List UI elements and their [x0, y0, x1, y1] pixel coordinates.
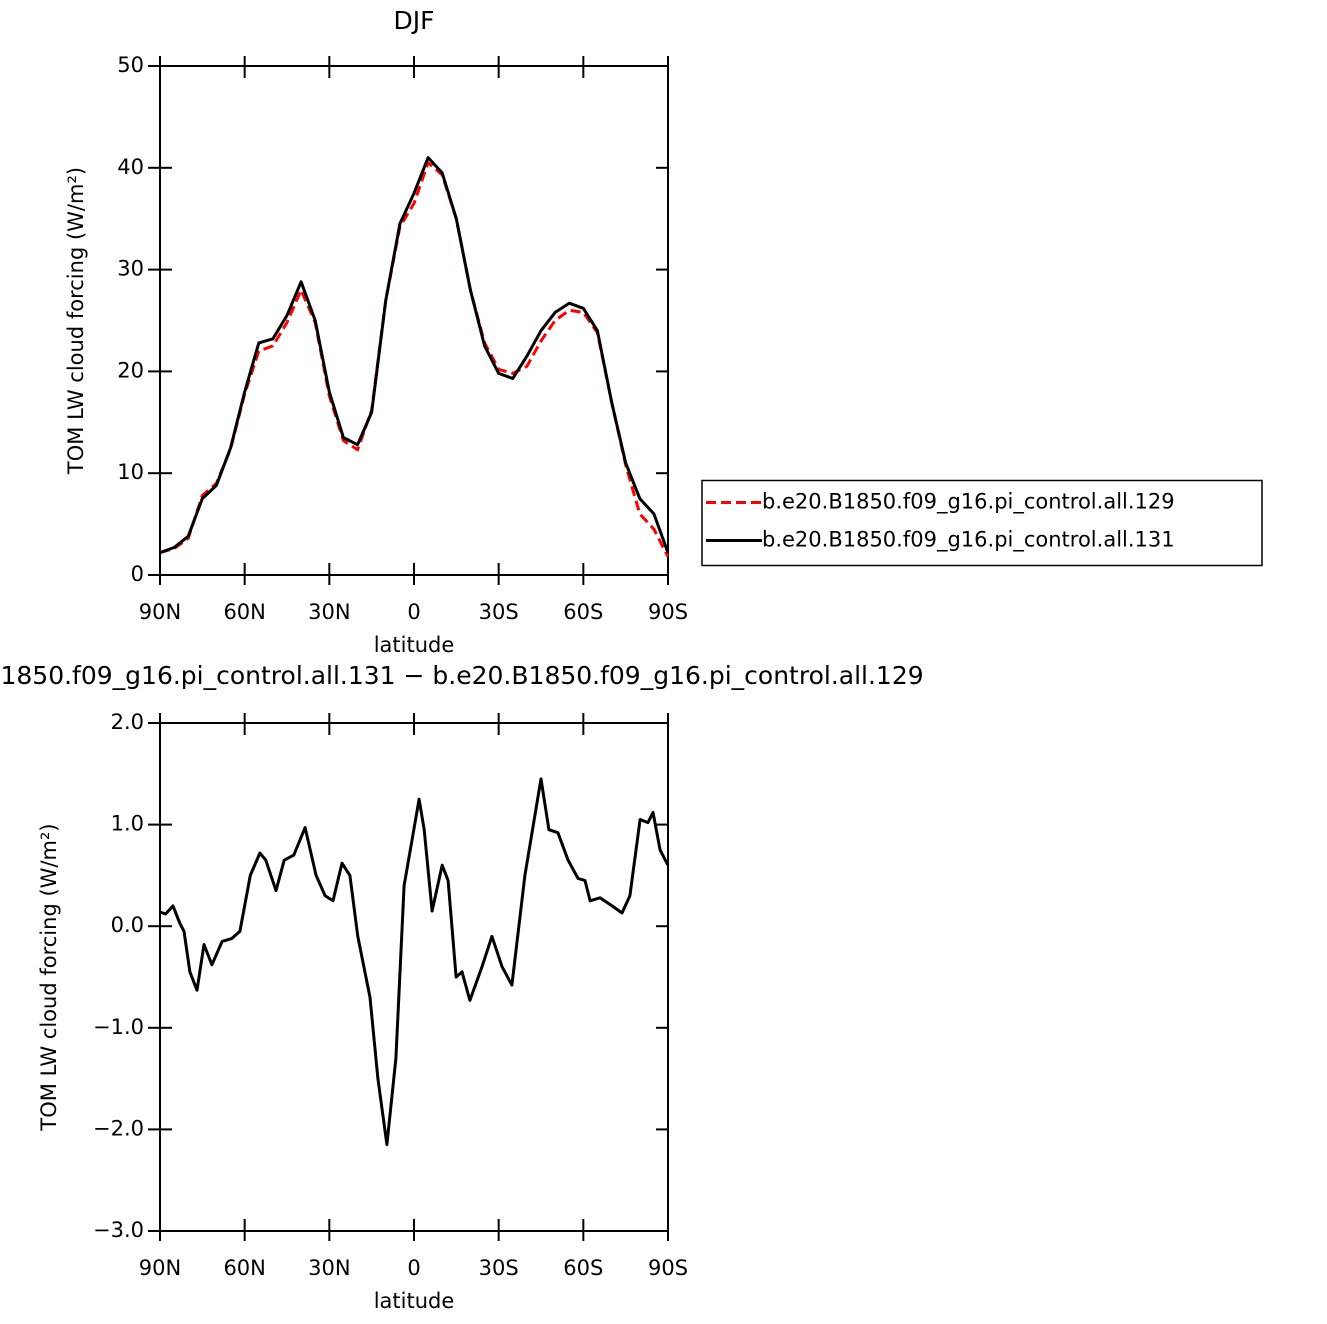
x-tick-label: 90N: [139, 600, 181, 624]
x-tick-label: 30N: [308, 600, 350, 624]
y-tick-label: −1.0: [93, 1015, 144, 1039]
x-tick-label: 60N: [223, 1256, 265, 1280]
y-tick-label: 10: [117, 460, 144, 484]
x-tick-label: 0: [407, 1256, 420, 1280]
x-tick-label: 30N: [308, 1256, 350, 1280]
legend-label: b.e20.B1850.f09_g16.pi_control.all.131: [762, 528, 1175, 553]
x-tick-label: 90N: [139, 1256, 181, 1280]
y-tick-label: 40: [117, 155, 144, 179]
y-tick-label: 0.0: [111, 913, 144, 937]
x-tick-label: 90S: [648, 1256, 688, 1280]
y-tick-label: 30: [117, 257, 144, 281]
y-axis-label: TOM LW cloud forcing (W/m²): [64, 167, 88, 475]
chart-title: b.e20.B1850.f09_g16.pi_control.all.131 −…: [0, 661, 924, 690]
y-tick-label: −3.0: [93, 1218, 144, 1242]
y-tick-label: 20: [117, 358, 144, 382]
x-tick-label: 30S: [479, 1256, 519, 1280]
plot-frame: [159, 722, 669, 1232]
y-tick-label: 50: [117, 53, 144, 77]
y-tick-label: 2.0: [111, 710, 144, 734]
plot-frame: [159, 65, 669, 576]
x-tick-label: 30S: [479, 600, 519, 624]
legend-box: [701, 479, 1263, 567]
data-line: [159, 156, 670, 555]
x-axis-label: latitude: [374, 633, 455, 657]
y-tick-label: 1.0: [111, 812, 144, 836]
x-tick-label: 60N: [223, 600, 265, 624]
x-tick-label: 90S: [648, 600, 688, 624]
y-tick-label: −2.0: [93, 1116, 144, 1140]
data-line: [159, 777, 670, 1147]
x-tick-label: 60S: [563, 1256, 603, 1280]
y-axis-label: TOM LW cloud forcing (W/m²): [37, 823, 61, 1131]
x-tick-label: 60S: [563, 600, 603, 624]
legend-label: b.e20.B1850.f09_g16.pi_control.all.129: [762, 490, 1175, 515]
x-tick-label: 0: [407, 600, 420, 624]
data-line: [159, 161, 670, 558]
chart-title: DJF: [393, 6, 434, 35]
x-axis-label: latitude: [374, 1289, 455, 1313]
y-tick-label: 0: [131, 562, 144, 586]
